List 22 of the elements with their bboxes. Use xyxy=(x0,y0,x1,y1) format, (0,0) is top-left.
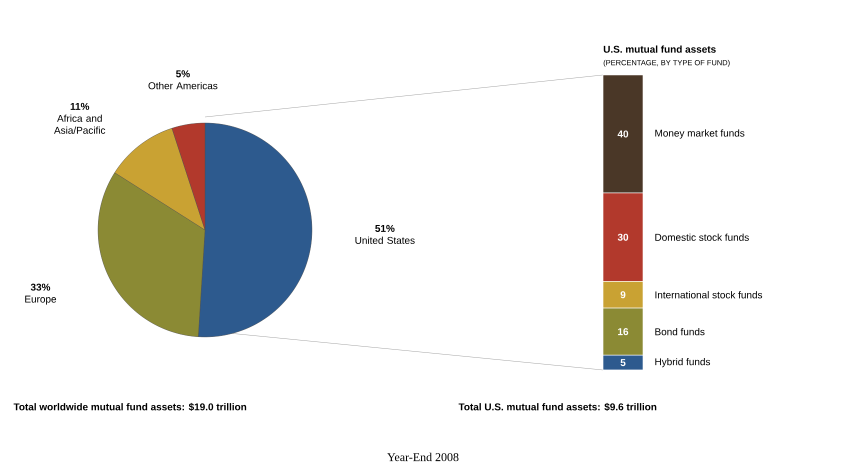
series-label: Money market funds xyxy=(655,129,744,139)
data-label: 33% xyxy=(30,284,50,291)
slice-label: United States xyxy=(355,236,415,244)
slice-label: Other Americas xyxy=(148,82,218,90)
slice-label: Europe xyxy=(25,296,56,305)
series-label: Domestic stock funds xyxy=(655,234,749,241)
data-label: 51% xyxy=(375,224,395,232)
data-label: 11% xyxy=(70,102,90,110)
series-label: Bond funds xyxy=(655,328,705,336)
data-label: 16 xyxy=(618,328,628,336)
slice-label: Africa and Asia/Pacific xyxy=(54,114,106,134)
data-label: 5% xyxy=(176,70,190,78)
data-label: 9 xyxy=(620,291,626,298)
data-label: 5 xyxy=(620,359,626,366)
data-label: 30 xyxy=(618,234,628,241)
text: Total worldwide mutual fund assets: $19.0 trillion xyxy=(14,402,246,412)
series-label: Hybrid funds xyxy=(655,358,710,368)
chart-title: U.S. mutual fund assets xyxy=(604,45,716,53)
text: Year-End 2008 xyxy=(387,452,458,462)
series-label: International stock funds xyxy=(655,291,762,298)
text: Total U.S. mutual fund assets: $9.6 trillion xyxy=(458,402,656,412)
data-label: 40 xyxy=(618,130,628,138)
